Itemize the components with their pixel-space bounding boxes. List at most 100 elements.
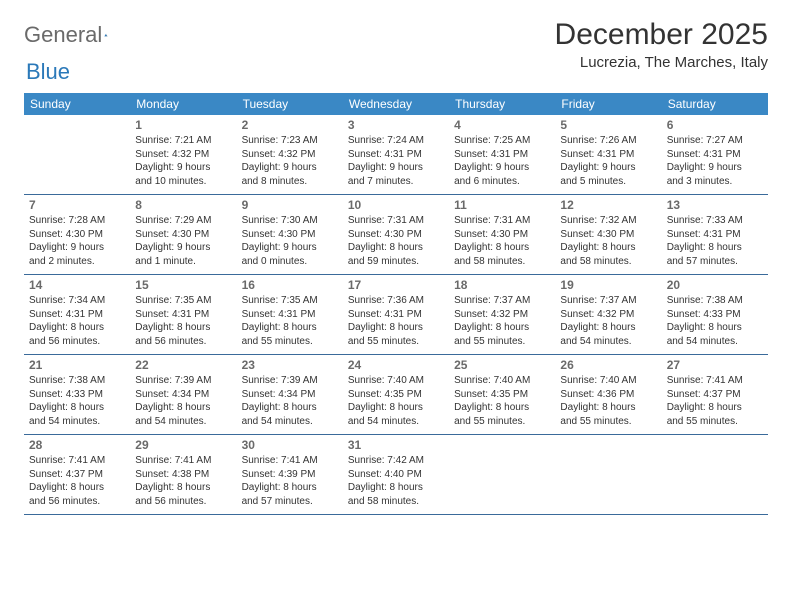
calendar-day-cell: 21Sunrise: 7:38 AMSunset: 4:33 PMDayligh…	[24, 355, 130, 434]
calendar-body: 1Sunrise: 7:21 AMSunset: 4:32 PMDaylight…	[24, 115, 768, 515]
daylight-text: Daylight: 8 hours	[454, 321, 550, 335]
day-number: 31	[348, 438, 444, 452]
daylight-text: Daylight: 9 hours	[560, 161, 656, 175]
daylight-text: and 56 minutes.	[29, 335, 125, 349]
calendar-day-cell: 25 Sunrise: 7:40 AMSunset: 4:35 PMDayligh…	[449, 355, 555, 434]
calendar-day-cell: 26Sunrise: 7:40 AMSunset: 4:36 PMDayligh…	[555, 355, 661, 434]
day-number: 15	[135, 278, 231, 292]
daylight-text: Daylight: 9 hours	[135, 161, 231, 175]
daylight-text: and 55 minutes.	[454, 335, 550, 349]
day-number: 4	[454, 118, 550, 132]
sunset-text: Sunset: 4:31 PM	[242, 308, 338, 322]
daylight-text: and 8 minutes.	[242, 175, 338, 189]
sunrise-text: Sunrise: 7:31 AM	[348, 214, 444, 228]
calendar-day-cell: 24Sunrise: 7:40 AMSunset: 4:35 PMDayligh…	[343, 355, 449, 434]
daylight-text: and 54 minutes.	[29, 415, 125, 429]
day-number: 2	[242, 118, 338, 132]
daylight-text: and 5 minutes.	[560, 175, 656, 189]
daylight-text: and 10 minutes.	[135, 175, 231, 189]
day-number: 9	[242, 198, 338, 212]
sunset-text: Sunset: 4:30 PM	[135, 228, 231, 242]
daylight-text: and 58 minutes.	[348, 495, 444, 509]
daylight-text: and 58 minutes.	[560, 255, 656, 269]
calendar-day-cell: 9Sunrise: 7:30 AMSunset: 4:30 PMDaylight…	[237, 195, 343, 274]
sunset-text: Sunset: 4:32 PM	[135, 148, 231, 162]
day-number: 27	[667, 358, 763, 372]
sunset-text: Sunset: 4:34 PM	[242, 388, 338, 402]
day-number: 13	[667, 198, 763, 212]
sunrise-text: Sunrise: 7:41 AM	[667, 374, 763, 388]
calendar-day-cell	[24, 115, 130, 194]
sunrise-text: Sunrise: 7:25 AM	[454, 134, 550, 148]
day-number: 16	[242, 278, 338, 292]
daylight-text: Daylight: 8 hours	[135, 401, 231, 415]
daylight-text: Daylight: 8 hours	[667, 241, 763, 255]
sunrise-text: Sunrise: 7:35 AM	[242, 294, 338, 308]
daylight-text: and 55 minutes.	[560, 415, 656, 429]
calendar-day-cell: 6Sunrise: 7:27 AMSunset: 4:31 PMDaylight…	[662, 115, 768, 194]
daylight-text: Daylight: 8 hours	[29, 401, 125, 415]
calendar-header-cell: Thursday	[449, 93, 555, 115]
sunrise-text: Sunrise: 7:40 AM	[560, 374, 656, 388]
day-number: 1	[135, 118, 231, 132]
daylight-text: and 54 minutes.	[242, 415, 338, 429]
daylight-text: Daylight: 8 hours	[560, 241, 656, 255]
sunset-text: Sunset: 4:33 PM	[29, 388, 125, 402]
sunset-text: Sunset: 4:31 PM	[454, 148, 550, 162]
daylight-text: and 1 minute.	[135, 255, 231, 269]
day-number: 23	[242, 358, 338, 372]
day-number: 7	[29, 198, 125, 212]
calendar-header-cell: Tuesday	[237, 93, 343, 115]
day-number: 10	[348, 198, 444, 212]
calendar-day-cell: 4Sunrise: 7:25 AMSunset: 4:31 PMDaylight…	[449, 115, 555, 194]
sunrise-text: Sunrise: 7:31 AM	[454, 214, 550, 228]
daylight-text: Daylight: 9 hours	[29, 241, 125, 255]
sunrise-text: Sunrise: 7:36 AM	[348, 294, 444, 308]
day-number: 30	[242, 438, 338, 452]
day-number: 25	[454, 358, 550, 372]
daylight-text: and 58 minutes.	[454, 255, 550, 269]
calendar-day-cell: 3Sunrise: 7:24 AMSunset: 4:31 PMDaylight…	[343, 115, 449, 194]
daylight-text: and 56 minutes.	[135, 335, 231, 349]
sunrise-text: Sunrise: 7:38 AM	[29, 374, 125, 388]
calendar-header-cell: Sunday	[24, 93, 130, 115]
daylight-text: and 6 minutes.	[454, 175, 550, 189]
sunrise-text: Sunrise: 7:26 AM	[560, 134, 656, 148]
sunrise-text: Sunrise: 7:40 AM	[454, 374, 550, 388]
daylight-text: and 54 minutes.	[667, 335, 763, 349]
calendar-day-cell	[555, 435, 661, 514]
daylight-text: Daylight: 8 hours	[560, 321, 656, 335]
sunset-text: Sunset: 4:39 PM	[242, 468, 338, 482]
calendar-week-row: 14Sunrise: 7:34 AMSunset: 4:31 PMDayligh…	[24, 275, 768, 355]
day-number: 5	[560, 118, 656, 132]
sunset-text: Sunset: 4:30 PM	[560, 228, 656, 242]
location-text: Lucrezia, The Marches, Italy	[555, 54, 768, 71]
calendar-header-cell: Saturday	[662, 93, 768, 115]
sunrise-text: Sunrise: 7:24 AM	[348, 134, 444, 148]
day-number: 17	[348, 278, 444, 292]
daylight-text: Daylight: 8 hours	[454, 401, 550, 415]
daylight-text: and 55 minutes.	[454, 415, 550, 429]
daylight-text: Daylight: 8 hours	[667, 401, 763, 415]
daylight-text: and 2 minutes.	[29, 255, 125, 269]
day-number: 24	[348, 358, 444, 372]
sunset-text: Sunset: 4:35 PM	[454, 388, 550, 402]
daylight-text: Daylight: 9 hours	[667, 161, 763, 175]
calendar-day-cell: 1Sunrise: 7:21 AMSunset: 4:32 PMDaylight…	[130, 115, 236, 194]
sunset-text: Sunset: 4:31 PM	[348, 308, 444, 322]
daylight-text: and 0 minutes.	[242, 255, 338, 269]
daylight-text: Daylight: 9 hours	[348, 161, 444, 175]
calendar-day-cell	[662, 435, 768, 514]
calendar-day-cell: 16Sunrise: 7:35 AMSunset: 4:31 PMDayligh…	[237, 275, 343, 354]
sunset-text: Sunset: 4:37 PM	[29, 468, 125, 482]
daylight-text: and 57 minutes.	[667, 255, 763, 269]
daylight-text: Daylight: 8 hours	[29, 321, 125, 335]
day-number: 12	[560, 198, 656, 212]
day-number: 8	[135, 198, 231, 212]
calendar-day-cell: 31Sunrise: 7:42 AMSunset: 4:40 PMDayligh…	[343, 435, 449, 514]
sunrise-text: Sunrise: 7:33 AM	[667, 214, 763, 228]
daylight-text: Daylight: 8 hours	[454, 241, 550, 255]
sunset-text: Sunset: 4:31 PM	[667, 148, 763, 162]
day-number: 11	[454, 198, 550, 212]
calendar-day-cell: 2Sunrise: 7:23 AMSunset: 4:32 PMDaylight…	[237, 115, 343, 194]
